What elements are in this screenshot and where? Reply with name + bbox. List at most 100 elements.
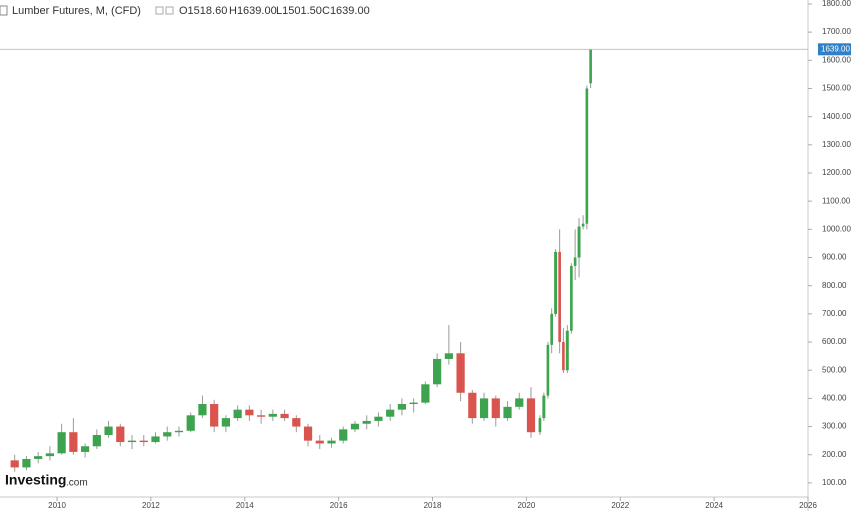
candle-body <box>163 432 172 437</box>
y-tick-label: 400.00 <box>822 393 847 402</box>
y-tick-label: 200.00 <box>822 450 847 459</box>
candle-body <box>221 418 231 427</box>
candle-body <box>198 404 207 416</box>
x-tick-label: 2026 <box>799 501 817 510</box>
candle-body <box>350 423 360 430</box>
candle-body <box>570 265 573 331</box>
candle-body <box>233 409 242 419</box>
y-tick-label: 1700.00 <box>822 27 851 36</box>
candle-body <box>577 226 581 258</box>
x-tick-label: 2016 <box>330 501 348 510</box>
x-tick-label: 2022 <box>611 501 629 510</box>
y-tick-label: 1400.00 <box>822 112 851 121</box>
candle-body <box>542 395 546 419</box>
candle-body <box>186 415 195 431</box>
y-tick-label: 1500.00 <box>822 84 851 93</box>
header-button[interactable] <box>165 6 174 15</box>
candle-body <box>558 251 561 343</box>
candle-body <box>546 344 550 396</box>
candle-body <box>139 440 148 443</box>
candle-body <box>174 430 184 433</box>
y-tick-label: 600.00 <box>822 337 847 346</box>
candle-body <box>589 49 592 84</box>
candle-body <box>80 446 90 452</box>
candle-body <box>268 413 277 417</box>
candle-body <box>34 456 43 459</box>
candle-body <box>573 257 577 266</box>
y-tick-label: 1600.00 <box>822 55 851 64</box>
candle-body <box>57 432 66 454</box>
y-tick-label: 1000.00 <box>822 224 851 233</box>
candle-body <box>69 432 78 452</box>
candle-body <box>538 418 542 433</box>
candle-body <box>562 342 565 371</box>
candle-body <box>257 415 266 417</box>
candle-body <box>327 440 336 444</box>
x-tick-label: 2014 <box>236 501 254 510</box>
candle-body <box>433 358 442 385</box>
candle-body <box>554 251 558 314</box>
candle-body <box>92 435 101 447</box>
candle-body <box>292 418 301 427</box>
legend-low: L1501.50 <box>276 5 322 17</box>
y-tick-label: 1200.00 <box>822 168 851 177</box>
candle-body <box>45 453 55 457</box>
last-price-tag <box>818 43 851 56</box>
legend-close: C1639.00 <box>322 5 370 17</box>
candle-body <box>550 313 553 345</box>
x-tick-label: 2024 <box>705 501 723 510</box>
legend-high: H1639.00 <box>229 5 277 17</box>
watermark-brand: Investing <box>5 472 66 488</box>
legend-open: O1518.60 <box>179 5 227 17</box>
x-tick-label: 2012 <box>142 501 160 510</box>
y-tick-label: 500.00 <box>822 365 847 374</box>
candle-body <box>397 404 407 410</box>
candle-body <box>22 458 31 468</box>
candle-body <box>456 353 465 393</box>
y-tick-label: 1800.00 <box>822 0 851 8</box>
x-tick-label: 2020 <box>517 501 535 510</box>
candle-body <box>210 404 219 427</box>
candles <box>10 49 592 472</box>
candle-body <box>339 429 348 441</box>
candle-body <box>386 409 395 417</box>
candle-body <box>315 440 324 444</box>
y-tick-label: 100.00 <box>822 478 847 487</box>
y-tick-label: 1100.00 <box>822 196 851 205</box>
y-tick-label: 800.00 <box>822 281 847 290</box>
last-price-label: 1639.00 <box>821 44 850 53</box>
candle-body <box>565 330 569 371</box>
header: Lumber Futures, M, (CFD) O1518.60 H1639.… <box>0 5 370 17</box>
candle-body <box>362 420 371 424</box>
candle-body <box>10 460 19 468</box>
candle-body <box>374 416 383 421</box>
candle-body <box>116 426 125 443</box>
candle-body <box>421 384 430 403</box>
candle-body <box>280 413 289 419</box>
y-tick-label: 900.00 <box>822 253 847 262</box>
candle-body <box>127 440 137 443</box>
candle-body <box>444 353 453 359</box>
candle-body <box>151 436 160 443</box>
candle-body <box>491 398 500 419</box>
candle-body <box>479 398 489 419</box>
candle-body <box>585 88 589 224</box>
watermark: Investing .com <box>5 472 88 489</box>
y-tick-label: 1300.00 <box>822 140 851 149</box>
x-tick-label: 2010 <box>48 501 66 510</box>
x-tick-label: 2018 <box>424 501 442 510</box>
candle-body <box>526 398 536 433</box>
candle-body <box>581 223 585 227</box>
candle-body <box>468 392 477 419</box>
watermark-domain: .com <box>66 478 88 489</box>
candle-body <box>245 409 254 416</box>
chart-title: Lumber Futures, M, (CFD) <box>12 5 141 17</box>
y-tick-label: 700.00 <box>822 309 847 318</box>
candle-body <box>409 402 418 405</box>
header-button[interactable] <box>155 6 164 15</box>
candle-body <box>503 406 512 419</box>
candle-body <box>303 426 313 441</box>
candle-body <box>515 398 524 407</box>
